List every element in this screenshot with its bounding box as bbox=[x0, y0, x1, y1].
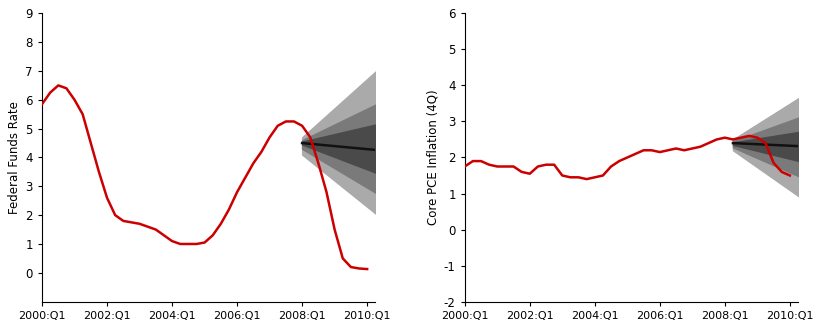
Y-axis label: Core PCE Inflation (4Q): Core PCE Inflation (4Q) bbox=[426, 90, 439, 225]
Y-axis label: Federal Funds Rate: Federal Funds Rate bbox=[8, 101, 21, 214]
